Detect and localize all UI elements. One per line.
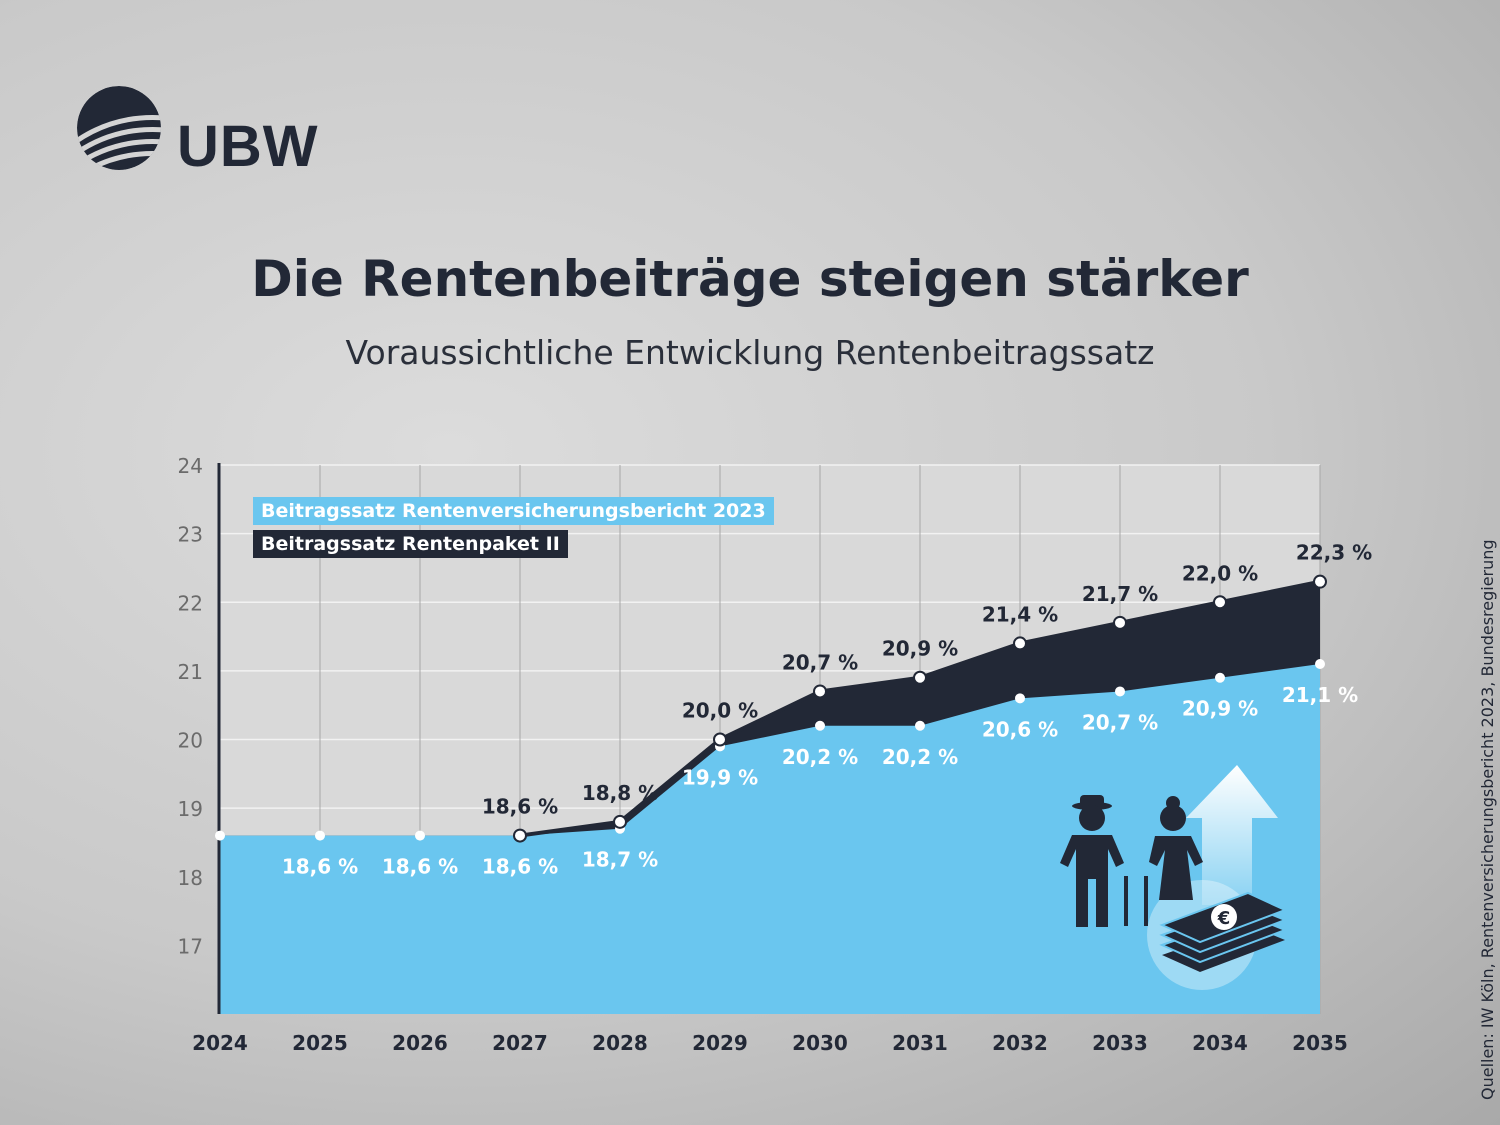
data-label-rentenpaket: 22,0 % (1182, 561, 1258, 585)
data-label-bericht: 20,9 % (1182, 697, 1258, 721)
data-label-rentenpaket: 20,7 % (782, 650, 858, 674)
point-rentenpaket (513, 828, 527, 843)
point-rentenpaket (913, 670, 927, 685)
data-label-bericht: 18,7 % (582, 848, 658, 872)
data-label-bericht: 18,6 % (482, 855, 558, 879)
point-bericht (815, 720, 825, 731)
man-with-hat-icon (1060, 795, 1128, 927)
data-label-bericht: 21,1 % (1282, 683, 1358, 707)
x-tick-label: 2032 (992, 1031, 1048, 1055)
data-label-bericht: 20,7 % (1082, 710, 1158, 734)
y-tick-label: 19 (178, 797, 203, 821)
y-tick-label: 24 (178, 454, 203, 478)
legend-item-rentenpaket: Beitragssatz Rentenpaket II (253, 530, 568, 558)
point-rentenpaket (1313, 574, 1327, 589)
data-label-rentenpaket: 18,8 % (582, 781, 658, 805)
data-label-rentenpaket: 21,7 % (1082, 582, 1158, 606)
point-bericht (415, 830, 425, 841)
euro-coin-icon (1211, 904, 1237, 930)
data-label-rentenpaket: 20,0 % (682, 699, 758, 723)
x-tick-label: 2030 (792, 1031, 848, 1055)
data-label-bericht: 20,6 % (982, 717, 1058, 741)
x-tick-label: 2029 (692, 1031, 748, 1055)
data-label-bericht: 18,6 % (382, 855, 458, 879)
point-rentenpaket (813, 684, 827, 699)
point-rentenpaket (1013, 636, 1027, 651)
data-label-bericht: 20,2 % (782, 745, 858, 769)
arrow-up-icon (1186, 765, 1278, 905)
y-tick-label: 22 (178, 591, 203, 615)
y-axis-ticks: 17 18 19 20 21 22 23 24 (178, 454, 203, 958)
data-label-rentenpaket: 21,4 % (982, 602, 1058, 626)
data-label-rentenpaket: 20,9 % (882, 637, 958, 661)
point-bericht (915, 720, 925, 731)
x-tick-label: 2031 (892, 1031, 948, 1055)
chart-subtitle: Voraussichtliche Entwicklung Rentenbeitr… (345, 333, 1155, 372)
logo-text: UBW (177, 114, 319, 179)
x-tick-label: 2025 (292, 1031, 348, 1055)
data-points (215, 574, 1327, 843)
point-bericht (1015, 693, 1025, 704)
x-tick-label: 2024 (192, 1031, 248, 1055)
y-tick-label: 17 (178, 934, 203, 958)
y-tick-label: 20 (178, 729, 203, 753)
x-tick-label: 2028 (592, 1031, 648, 1055)
point-bericht (315, 830, 325, 841)
y-tick-label: 23 (178, 523, 203, 547)
x-axis-ticks: 2024 2025 2026 2027 2028 2029 2030 2031 2032 2033… (192, 1031, 1348, 1055)
point-rentenpaket (1113, 615, 1127, 630)
data-label-rentenpaket: 22,3 % (1296, 541, 1372, 565)
x-tick-label: 2035 (1292, 1031, 1348, 1055)
x-tick-label: 2027 (492, 1031, 548, 1055)
x-tick-label: 2034 (1192, 1031, 1248, 1055)
point-rentenpaket (613, 814, 627, 829)
y-tick-label: 21 (178, 660, 203, 684)
point-rentenpaket (1213, 595, 1227, 610)
point-bericht (1315, 659, 1325, 670)
point-bericht (1115, 686, 1125, 697)
data-label-bericht: 20,2 % (882, 745, 958, 769)
svg-text:€: € (1217, 908, 1231, 929)
x-tick-label: 2033 (1092, 1031, 1148, 1055)
point-bericht (215, 830, 225, 841)
point-bericht (1215, 672, 1225, 683)
series-bericht-area (220, 664, 1320, 1014)
woman-icon (1144, 796, 1203, 926)
data-label-bericht: 18,6 % (282, 855, 358, 879)
x-tick-label: 2026 (392, 1031, 448, 1055)
logo: UBW (75, 75, 319, 180)
data-labels: 18,6 % 18,6 % 18,6 % 18,7 % 19,9 % 20,2 % 20,2… (282, 541, 1372, 879)
logo-mark-icon (77, 85, 161, 170)
point-rentenpaket (713, 732, 727, 747)
data-label-bericht: 19,9 % (682, 765, 758, 789)
legend-item-bericht: Beitragssatz Rentenversicherungsbericht … (253, 497, 774, 525)
chart-title: Die Rentenbeiträge steigen stärker (251, 250, 1249, 308)
money-stack-icon: € (1159, 891, 1288, 972)
pensioners-illustration: € (1060, 765, 1288, 990)
y-tick-label: 18 (178, 866, 203, 890)
data-label-rentenpaket: 18,6 % (482, 795, 558, 819)
